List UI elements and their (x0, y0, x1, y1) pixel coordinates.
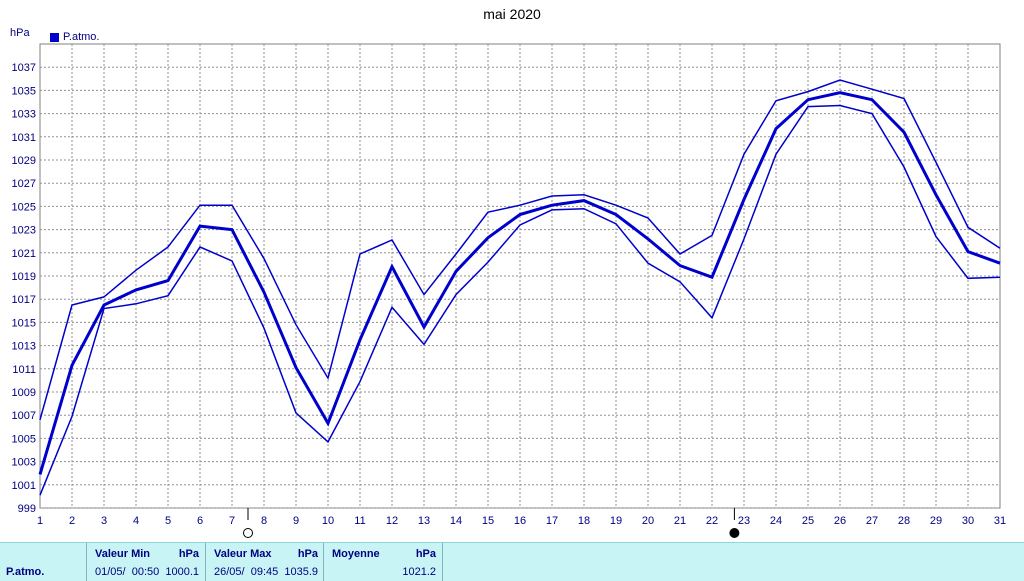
y-tick-label: 1005 (12, 433, 36, 445)
y-tick-label: 1027 (12, 178, 36, 190)
x-tick-label: 17 (546, 515, 558, 527)
max-value-box: Valeur Max hPa 26/05/ 09:45 1035.9 (205, 543, 324, 581)
x-tick-label: 10 (322, 515, 334, 527)
x-tick-label: 7 (229, 515, 235, 527)
x-tick-label: 12 (386, 515, 398, 527)
x-tick-label: 22 (706, 515, 718, 527)
min-value-box: Valeur Min hPa 01/05/ 00:50 1000.1 (86, 543, 205, 581)
x-tick-label: 28 (898, 515, 910, 527)
x-tick-label: 16 (514, 515, 526, 527)
min-header: Valeur Min (95, 548, 151, 560)
x-tick-label: 18 (578, 515, 590, 527)
y-tick-label: 1017 (12, 294, 36, 306)
y-tick-label: 1037 (12, 62, 36, 74)
y-tick-label: 1013 (12, 341, 36, 353)
series-max-line (39, 79, 1001, 421)
mean-value: 1021.2 (402, 566, 436, 578)
legend-swatch (50, 32, 59, 42)
x-tick-label: 25 (802, 515, 814, 527)
y-tick-label: 1003 (12, 457, 36, 469)
y-tick-label: 1009 (12, 387, 36, 399)
new-moon-icon (729, 528, 740, 538)
y-tick-label: 1031 (12, 132, 36, 144)
y-tick-label: 999 (18, 503, 36, 515)
y-tick-label: 1007 (12, 410, 36, 422)
x-tick-label: 15 (482, 515, 494, 527)
footer-series-label: P.atmo. (6, 566, 45, 578)
chart-title: mai 2020 (483, 6, 541, 22)
x-tick-label: 27 (866, 515, 878, 527)
max-header: Valeur Max (214, 548, 272, 560)
y-tick-label: 1035 (12, 85, 36, 97)
max-unit: hPa (297, 548, 318, 560)
min-unit: hPa (178, 548, 199, 560)
y-tick-label: 1023 (12, 225, 36, 237)
x-tick-label: 19 (610, 515, 622, 527)
y-tick-label: 1025 (12, 201, 36, 213)
series-min-line (39, 104, 1001, 496)
x-tick-label: 11 (354, 515, 365, 527)
mean-value-box: Moyenne hPa 1021.2 (323, 543, 443, 581)
x-tick-label: 1 (37, 515, 43, 527)
y-tick-label: 1033 (12, 109, 36, 121)
y-tick-label: 1001 (12, 480, 36, 492)
max-value: 1035.9 (284, 566, 318, 578)
x-tick-label: 30 (962, 515, 974, 527)
min-time: 00:50 (131, 566, 160, 578)
y-tick-label: 1011 (12, 364, 36, 376)
x-tick-label: 24 (770, 515, 782, 527)
x-tick-label: 5 (165, 515, 171, 527)
y-tick-label: 1015 (12, 317, 36, 329)
x-tick-label: 3 (101, 515, 107, 527)
x-tick-label: 13 (418, 515, 430, 527)
x-tick-label: 29 (930, 515, 942, 527)
x-tick-label: 6 (197, 515, 203, 527)
min-value: 1000.1 (165, 566, 199, 578)
legend-label: P.atmo. (63, 31, 100, 43)
y-tick-label: 1029 (12, 155, 36, 167)
x-tick-label: 26 (834, 515, 846, 527)
x-tick-label: 8 (261, 515, 267, 527)
mean-header: Moyenne (332, 548, 380, 560)
y-tick-label: 1019 (12, 271, 36, 283)
full-moon-icon (243, 528, 253, 538)
x-tick-label: 14 (450, 515, 462, 527)
max-time: 09:45 (250, 566, 279, 578)
series-mean-line (38, 91, 1001, 475)
x-tick-label: 23 (738, 515, 750, 527)
max-date: 26/05/ (214, 566, 245, 578)
y-axis-unit-label: hPa (10, 27, 30, 39)
chart-legend: P.atmo. (50, 31, 100, 43)
x-tick-label: 2 (69, 515, 75, 527)
y-tick-label: 1021 (12, 248, 36, 260)
x-tick-label: 21 (674, 515, 686, 527)
stats-footer: P.atmo. Valeur Min hPa 01/05/ 00:50 1000… (0, 542, 1024, 581)
x-tick-label: 4 (133, 515, 139, 527)
x-tick-label: 20 (642, 515, 654, 527)
mean-unit: hPa (415, 548, 436, 560)
min-date: 01/05/ (95, 566, 126, 578)
x-tick-label: 31 (994, 515, 1006, 527)
x-tick-label: 9 (293, 515, 299, 527)
pressure-chart: 9991001100310051007100910111013101510171… (12, 43, 1006, 538)
